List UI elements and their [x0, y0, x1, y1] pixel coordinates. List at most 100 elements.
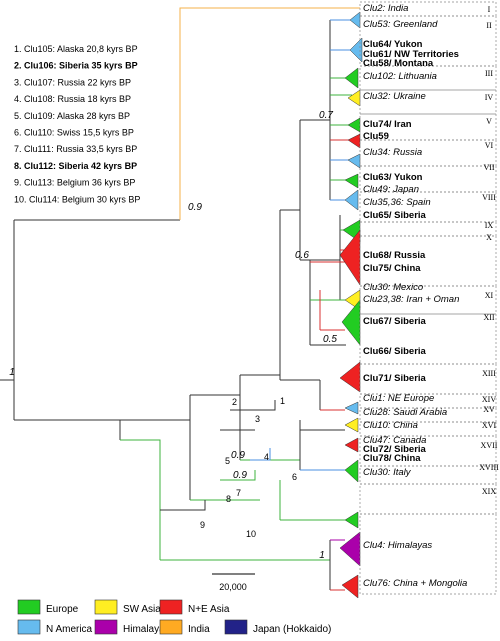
sample-number: 8 — [226, 494, 231, 504]
sample-legend-item: 10. Clu114: Belgium 30 kyrs BP — [14, 194, 140, 204]
roman-numeral-label: IX — [485, 221, 494, 230]
clade-label: Clu63/ Yukon — [363, 172, 423, 183]
clade-label: Clu102: Lithuania — [363, 71, 437, 82]
clade-label: Clu23,38: Iran + Oman — [363, 294, 459, 305]
clade-label: Clu61/ NW Territories — [363, 49, 459, 60]
sample-number: 1 — [280, 396, 285, 406]
clade-label: Clu76: China + Mongolia — [363, 578, 467, 589]
region-swatch — [94, 619, 118, 635]
clade-label: Clu35,36: Spain — [363, 197, 431, 208]
clade-label: Clu71/ Siberia — [363, 373, 427, 384]
clade-label: Clu53: Greenland — [363, 19, 438, 30]
clade-label: Clu78/ China — [363, 453, 421, 464]
sample-number: 7 — [236, 488, 241, 498]
sample-number: 3 — [255, 414, 260, 424]
clade-label: Clu75/ China — [363, 263, 421, 274]
clade-label: Clu58/ Montana — [363, 58, 434, 69]
sample-legend-list: 1. Clu105: Alaska 20,8 kyrs BP 2. Clu106:… — [14, 44, 140, 204]
sample-legend-item: 2. Clu106: Siberia 35 kyrs BP — [14, 61, 138, 71]
clade-label: Clu32: Ukraine — [363, 91, 426, 102]
sample-number: 4 — [264, 452, 269, 462]
region-swatch — [224, 619, 248, 635]
clade-label: Clu49: Japan — [363, 184, 419, 195]
roman-numeral-label: III — [485, 69, 493, 78]
roman-numeral-label: II — [486, 21, 492, 30]
clade-label: Clu34: Russia — [363, 147, 422, 158]
region-legend-label: N America — [46, 624, 93, 635]
roman-numeral-label: X — [486, 233, 492, 242]
sample-number: 5 — [225, 456, 230, 466]
region-legend-label: SW Asia — [123, 604, 161, 615]
clade-label: Clu1: NE Europe — [363, 393, 434, 404]
roman-numeral-label: XVI — [482, 421, 497, 430]
clade-label: Clu59 — [363, 131, 389, 142]
sample-legend-item: 9. Clu113: Belgium 36 kyrs BP — [14, 178, 135, 188]
clade-label: Clu67/ Siberia — [363, 316, 427, 327]
support-value: 0.6 — [295, 250, 309, 261]
roman-numerals: IIIIIIIVVVIVIIVIIIIXXXIXIIXIIIXIVXVXVIXV… — [479, 5, 499, 496]
support-value: 0.9 — [233, 470, 247, 481]
roman-numeral-label: XIV — [482, 395, 496, 404]
region-legend-label: India — [188, 624, 210, 635]
clade-label: Clu10: China — [363, 420, 418, 431]
region-color-legend: Europe SW Asia N+E Asia N America Himalaya In… — [17, 599, 331, 635]
clade-label: Clu30: Italy — [363, 467, 412, 478]
sample-legend-item: 7. Clu111: Russia 33,5 kyrs BP — [14, 144, 137, 154]
clade-label: Clu66/ Siberia — [363, 346, 427, 357]
region-swatch — [94, 599, 118, 615]
sample-legend-item: 1. Clu105: Alaska 20,8 kyrs BP — [14, 44, 138, 54]
sample-numbers: 1 2 3 4 5 6 78 9 10 — [200, 396, 297, 539]
clade-label: Clu47: Canada — [363, 435, 426, 446]
roman-numeral-label: V — [486, 117, 492, 126]
region-legend-label: Himalaya — [123, 624, 165, 635]
clade-label: Clu64/ Yukon — [363, 39, 423, 50]
clade-label: Clu30: Mexico — [363, 282, 423, 293]
support-value: 0.9 — [188, 202, 202, 213]
sample-legend-item: 8. Clu112: Siberia 42 kyrs BP — [14, 161, 137, 171]
roman-numeral-label: XIX — [482, 487, 496, 496]
roman-numeral-label: XV — [483, 405, 495, 414]
region-legend-label: N+E Asia — [188, 604, 230, 615]
region-swatch — [17, 599, 41, 615]
roman-numeral-label: XII — [483, 313, 494, 322]
region-legend-label: Europe — [46, 604, 79, 615]
clade-boxes — [359, 1, 497, 595]
scale-bar-label: 20,000 — [219, 582, 247, 592]
roman-numeral-label: IV — [485, 93, 494, 102]
region-legend-label: Japan (Hokkaido) — [253, 624, 331, 635]
roman-numeral-label: VIII — [482, 193, 496, 202]
roman-numeral-label: VII — [483, 163, 494, 172]
support-value: 0.5 — [323, 334, 337, 345]
roman-numeral-label: VI — [485, 141, 494, 150]
clade-label: Clu65/ Siberia — [363, 210, 427, 221]
sample-legend-item: 4. Clu108: Russia 18 kyrs BP — [14, 94, 131, 104]
sample-legend-item: 3. Clu107: Russia 22 kyrs BP — [14, 77, 131, 87]
region-swatch — [159, 619, 183, 635]
sample-number: 6 — [292, 472, 297, 482]
sample-number: 9 — [200, 520, 205, 530]
roman-numeral-label: XI — [485, 291, 494, 300]
clade-label: Clu2: India — [363, 3, 408, 14]
scale-bar: 20,000 — [212, 573, 255, 592]
clade-label: Clu74/ Iran — [363, 119, 412, 130]
roman-numeral-label: XIII — [482, 369, 496, 378]
roman-numeral-label: XVII — [481, 441, 498, 450]
sample-number: 10 — [246, 529, 256, 539]
clade-label: Clu4: Himalayas — [363, 540, 432, 551]
clade-label: Clu28: Saudi Arabia — [363, 407, 447, 418]
support-values: 1 0.9 0.6 0.7 0.5 0.9 0.9 1 — [9, 110, 337, 561]
collapsed-clades — [339, 11, 363, 599]
sample-number: 2 — [232, 397, 237, 407]
sample-legend-item: 6. Clu110: Swiss 15,5 kyrs BP — [14, 128, 134, 138]
clade-label: Clu68/ Russia — [363, 250, 426, 261]
region-swatch — [159, 599, 183, 615]
roman-numeral-label: XVIII — [479, 463, 499, 472]
sample-legend-item: 5. Clu109: Alaska 28 kyrs BP — [14, 111, 130, 121]
support-value: 1 — [319, 550, 325, 561]
region-swatch — [17, 619, 41, 635]
support-value: 1 — [9, 367, 15, 378]
roman-numeral-label: I — [488, 5, 491, 14]
support-value: 0.9 — [231, 450, 245, 461]
